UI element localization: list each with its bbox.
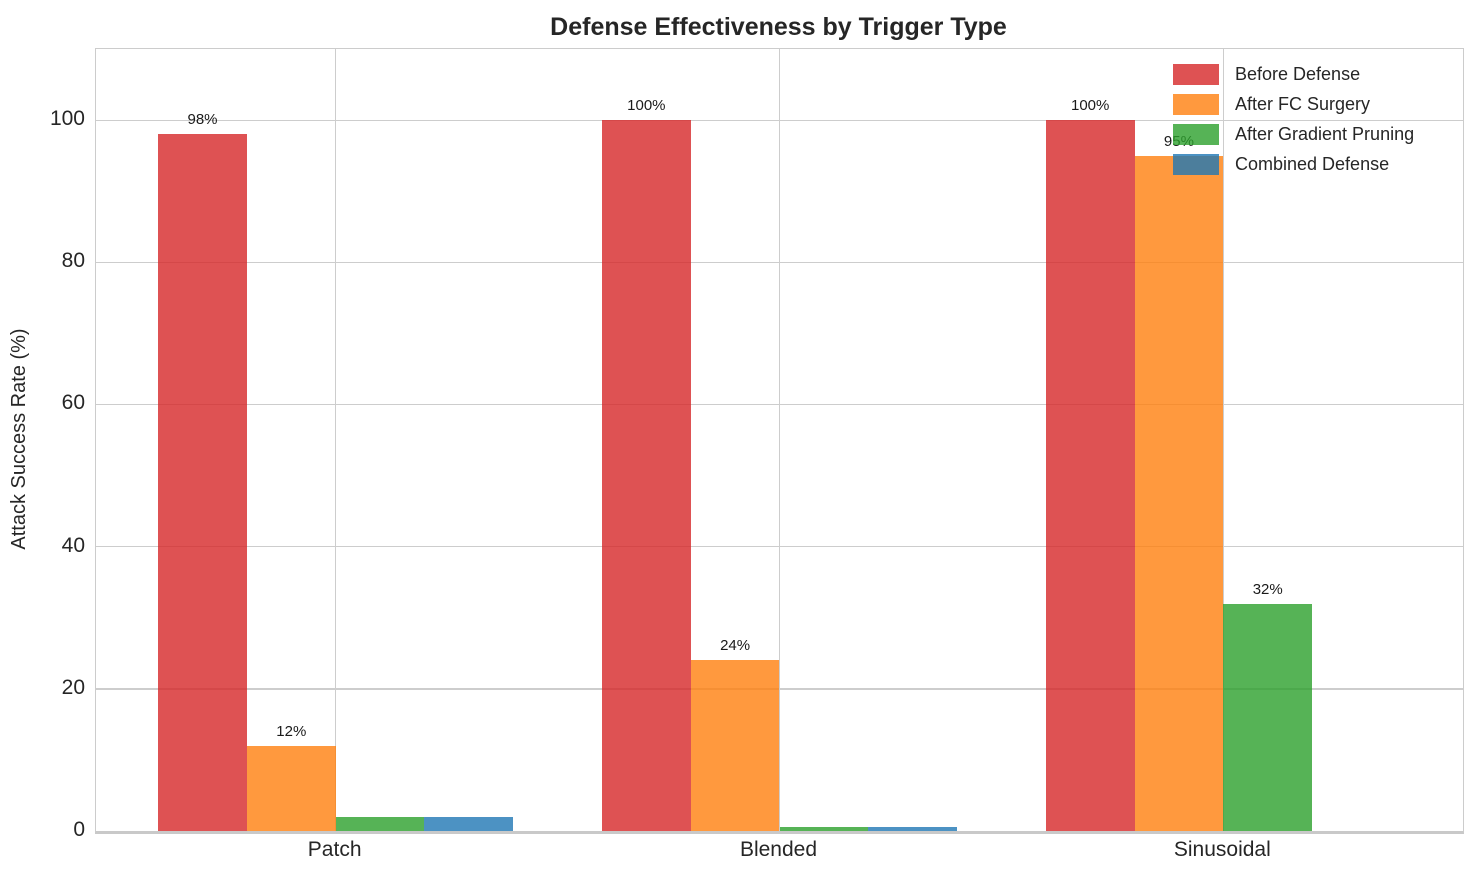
legend-row: After FC Surgery (1173, 93, 1414, 115)
bar-value-label: 32% (1252, 580, 1283, 598)
bar (158, 134, 247, 831)
y-axis-label-text: Attack Success Rate (%) (8, 328, 30, 550)
bar (690, 660, 780, 831)
plot-area: 98%12%100%24%100%95%32% (95, 48, 1464, 834)
bar-value-label: 100% (627, 97, 666, 115)
bar (335, 816, 425, 831)
y-tick-label: 100 (49, 107, 85, 131)
bar-value-label: 12% (276, 722, 307, 740)
gridline-v (778, 49, 781, 831)
gridline-v (334, 49, 337, 831)
bar (246, 745, 336, 831)
bar (779, 827, 869, 831)
legend-swatch-icon (1173, 63, 1219, 85)
bar (1223, 603, 1313, 831)
y-tick-label: 60 (61, 391, 85, 415)
legend-swatch-icon (1173, 123, 1219, 145)
bar (868, 827, 958, 831)
x-tick-label: Blended (739, 838, 818, 861)
bar (424, 816, 514, 831)
bar (1045, 120, 1135, 831)
legend-row: Combined Defense (1173, 153, 1414, 175)
bar (1134, 155, 1224, 831)
legend-swatch-icon (1173, 93, 1219, 115)
bar-value-label: 100% (1070, 97, 1110, 115)
legend-swatch-icon (1173, 153, 1219, 175)
legend-label: Before Defense (1235, 63, 1361, 84)
x-tick-label: Sinusoidal (1173, 838, 1271, 861)
legend-label: After Gradient Pruning (1235, 123, 1415, 144)
legend-label: Combined Defense (1235, 153, 1390, 174)
y-tick-label: 20 (61, 675, 85, 699)
bar-value-label: 24% (720, 637, 751, 655)
x-tick-label: Patch (307, 838, 362, 861)
y-tick-label: 80 (61, 249, 85, 273)
bar-value-label: 98% (187, 111, 218, 129)
y-tick-label: 0 (73, 818, 85, 841)
legend-row: Before Defense (1173, 63, 1414, 85)
legend-label: After FC Surgery (1235, 93, 1371, 114)
legend: Before Defense After FC Surgery After Grad… (1173, 63, 1414, 183)
y-tick-label: 40 (61, 533, 85, 557)
bar (601, 120, 691, 831)
chart-title: Defense Effectiveness by Trigger Type (550, 13, 1007, 41)
legend-row: After Gradient Pruning (1173, 123, 1414, 145)
